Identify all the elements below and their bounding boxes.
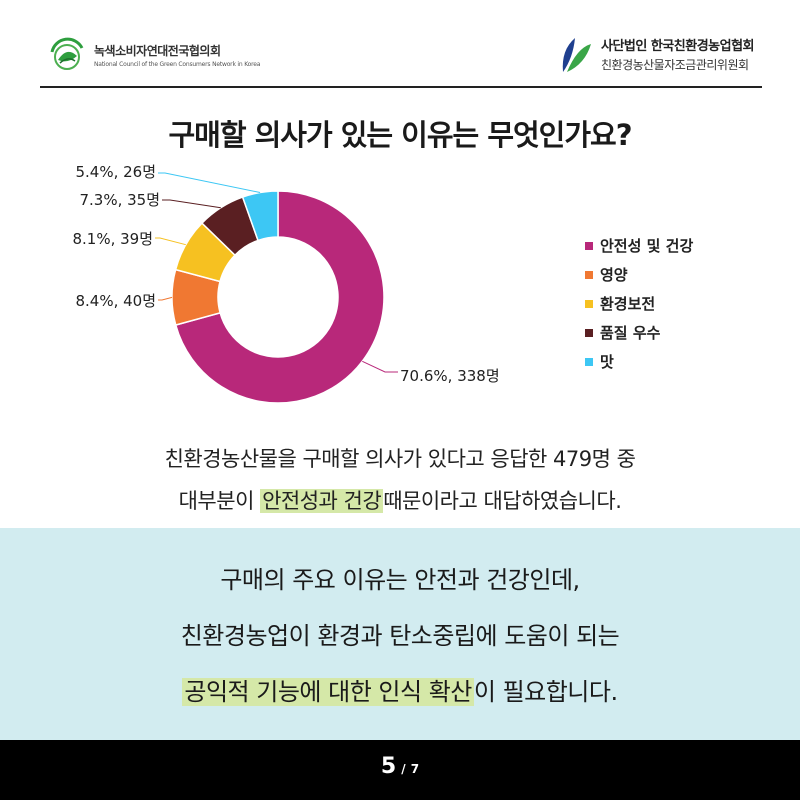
legend-label-0: 안전성 및 건강 xyxy=(600,237,693,255)
green-consumers-emblem-icon xyxy=(50,37,84,70)
conclusion-line-3-post: 이 필요합니다. xyxy=(473,678,618,706)
legend-swatch-1 xyxy=(585,271,593,279)
total-pages: 7 xyxy=(410,762,420,776)
legend-label-3: 품질 우수 xyxy=(600,324,661,342)
left-org-english: National Council of the Green Consumers … xyxy=(94,61,261,68)
page-title: 구매할 의사가 있는 이유는 무엇인가요? xyxy=(168,118,632,152)
legend-label-1: 영양 xyxy=(600,266,628,284)
donut-chart: 70.6%, 338명 8.4%, 40명 8.1%, 39명 7.3%, 35명 5.… xyxy=(72,163,693,404)
leaf-emblem-icon xyxy=(562,38,591,72)
description-line-1: 친환경농산물을 구매할 의사가 있다고 응답한 479명 중 xyxy=(164,447,636,471)
green-consumers-logo: 녹색소비자연대전국협의회 National Council of the Gre… xyxy=(46,34,260,76)
description-line-2-post: 때문이라고 대답하였습니다. xyxy=(383,489,622,513)
right-org-sub: 친환경농산물자조금관리위원회 xyxy=(600,58,749,72)
legend-swatch-3 xyxy=(585,329,593,337)
leader-line-2 xyxy=(155,237,186,246)
page-indicator: 5 / 7 xyxy=(0,754,800,779)
description-line-2-pre: 대부분이 xyxy=(178,489,261,513)
leader-line-4 xyxy=(158,172,261,194)
legend-label-4: 맛 xyxy=(600,353,614,371)
legend-swatch-0 xyxy=(585,242,593,250)
data-label-2: 8.1%, 39명 xyxy=(72,230,153,248)
data-label-3: 7.3%, 35명 xyxy=(79,191,160,209)
description: 친환경농산물을 구매할 의사가 있다고 응답한 479명 중 대부분이 안전성과… xyxy=(0,438,800,522)
organic-association-logo: 사단법인 한국친환경농업협회 친환경농산물자조금관리위원회 xyxy=(559,34,755,74)
conclusion-line-1: 구매의 주요 이유는 안전과 건강인데, xyxy=(220,566,580,594)
conclusion-box: 구매의 주요 이유는 안전과 건강인데, 친환경농업이 환경과 탄소중립에 도움… xyxy=(0,528,800,740)
leader-line-3 xyxy=(162,199,221,209)
page-separator: / xyxy=(401,762,406,776)
footer: 5 / 7 xyxy=(0,740,800,800)
legend-label-2: 환경보전 xyxy=(600,295,655,313)
donut-slice-4 xyxy=(241,190,279,242)
header: 녹색소비자연대전국협의회 National Council of the Gre… xyxy=(0,0,800,90)
current-page: 5 xyxy=(380,754,397,779)
conclusion-line-3: 공익적 기능에 대한 인식 확산이 필요합니다. xyxy=(0,664,800,720)
conclusion-line-2: 친환경농업이 환경과 탄소중립에 도움이 되는 xyxy=(180,622,620,650)
legend-swatch-4 xyxy=(585,358,593,366)
data-label-1: 8.4%, 40명 xyxy=(75,292,156,310)
left-org-name: 녹색소비자연대전국협의회 xyxy=(94,44,221,58)
right-org-name: 사단법인 한국친환경농업협회 xyxy=(600,39,755,54)
description-highlight: 안전성과 건강 xyxy=(260,489,384,513)
legend-swatch-2 xyxy=(585,300,593,308)
header-divider xyxy=(40,86,762,88)
leader-line-0 xyxy=(362,360,398,373)
donut-slice-0 xyxy=(174,190,385,404)
description-line-2: 대부분이 안전성과 건강때문이라고 대답하였습니다. xyxy=(0,480,800,522)
data-label-4: 5.4%, 26명 xyxy=(75,163,156,181)
data-label-0: 70.6%, 338명 xyxy=(400,367,500,385)
leader-line-1 xyxy=(158,296,173,301)
conclusion-highlight: 공익적 기능에 대한 인식 확산 xyxy=(182,678,474,706)
